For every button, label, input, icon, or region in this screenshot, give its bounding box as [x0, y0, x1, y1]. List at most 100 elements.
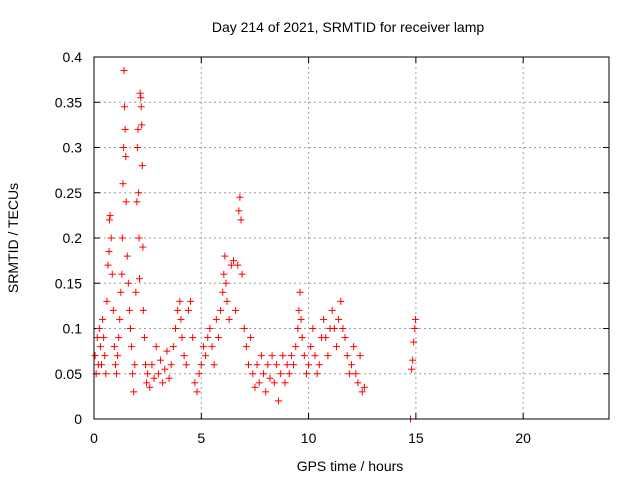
data-point	[122, 153, 130, 161]
data-point	[297, 315, 305, 323]
data-point	[219, 288, 227, 296]
data-point	[105, 248, 113, 256]
data-point	[232, 306, 240, 314]
data-point	[257, 352, 265, 360]
y-tick-label: 0.2	[63, 230, 83, 246]
data-point	[277, 370, 285, 378]
data-point	[217, 306, 225, 314]
data-point	[129, 370, 137, 378]
data-point	[191, 379, 199, 387]
data-point	[294, 325, 302, 332]
data-point	[279, 352, 287, 360]
data-point	[223, 297, 231, 305]
data-point	[118, 270, 126, 278]
data-point	[154, 370, 162, 378]
data-point	[328, 306, 336, 314]
data-point	[130, 388, 138, 396]
y-tick-label: 0.25	[55, 185, 82, 201]
data-point	[208, 343, 216, 351]
data-point	[268, 352, 276, 360]
data-point	[253, 361, 261, 369]
data-point	[411, 325, 419, 332]
x-tick-labels: 0 5 10 15 20	[90, 430, 531, 446]
data-point	[176, 297, 184, 305]
data-point	[120, 67, 128, 75]
data-point	[234, 261, 242, 269]
data-point	[144, 370, 152, 378]
x-axis-label: GPS time / hours	[297, 458, 404, 474]
data-point	[137, 94, 145, 102]
data-point	[138, 162, 146, 170]
data-point	[199, 343, 207, 351]
data-point	[105, 216, 113, 224]
data-point	[240, 325, 248, 332]
data-point	[165, 374, 173, 382]
data-point	[136, 89, 144, 97]
data-point	[128, 343, 136, 351]
data-point	[352, 370, 360, 378]
data-point	[137, 103, 145, 111]
data-point	[245, 361, 252, 369]
data-point	[138, 121, 146, 129]
data-point	[356, 352, 364, 360]
data-point	[197, 361, 205, 369]
data-point	[114, 352, 122, 360]
data-point	[295, 306, 303, 314]
data-point	[341, 334, 349, 342]
data-point	[177, 315, 185, 323]
data-point	[118, 234, 126, 242]
chart-title: Day 214 of 2021, SRMTID for receiver lam…	[212, 19, 485, 35]
x-tick-label: 5	[197, 430, 205, 446]
data-point	[135, 275, 143, 283]
data-point	[339, 325, 347, 332]
data-point	[150, 374, 158, 382]
data-point	[300, 352, 308, 360]
data-point	[260, 370, 268, 378]
data-point	[142, 361, 149, 369]
data-point	[348, 361, 355, 369]
data-point	[249, 370, 257, 378]
data-point	[251, 383, 259, 391]
data-point	[113, 370, 121, 378]
data-point	[409, 356, 417, 364]
data-point	[104, 261, 112, 269]
data-point	[264, 361, 272, 369]
data-point	[139, 243, 147, 251]
data-point	[290, 361, 298, 369]
data-point	[309, 325, 317, 332]
data-point	[270, 379, 278, 387]
data-point	[335, 315, 343, 323]
data-point	[307, 343, 315, 351]
data-point	[411, 315, 419, 323]
data-point	[110, 343, 118, 351]
data-point	[360, 383, 368, 391]
data-point	[163, 347, 171, 355]
data-point	[292, 343, 300, 351]
data-point	[410, 338, 418, 346]
data-point	[225, 315, 233, 323]
data-point	[101, 352, 109, 360]
data-point	[204, 334, 212, 342]
data-point	[134, 125, 142, 133]
data-point	[343, 352, 351, 360]
data-point	[106, 211, 114, 219]
data-point	[121, 125, 129, 133]
data-point	[229, 257, 237, 265]
y-axis-label: SRMTID / TECUs	[5, 183, 21, 293]
data-point	[172, 325, 180, 332]
data-point	[133, 198, 141, 206]
x-tick-label: 20	[515, 430, 531, 446]
data-point	[132, 288, 140, 296]
data-point	[332, 343, 340, 351]
data-point	[202, 352, 210, 360]
data-point	[146, 383, 154, 391]
data-point	[302, 370, 310, 378]
data-point	[109, 306, 117, 314]
data-point	[152, 343, 160, 351]
data-point	[115, 334, 123, 342]
data-point	[124, 279, 132, 287]
data-point	[337, 297, 345, 305]
data-point	[159, 379, 167, 387]
x-tick-label: 0	[90, 430, 98, 446]
